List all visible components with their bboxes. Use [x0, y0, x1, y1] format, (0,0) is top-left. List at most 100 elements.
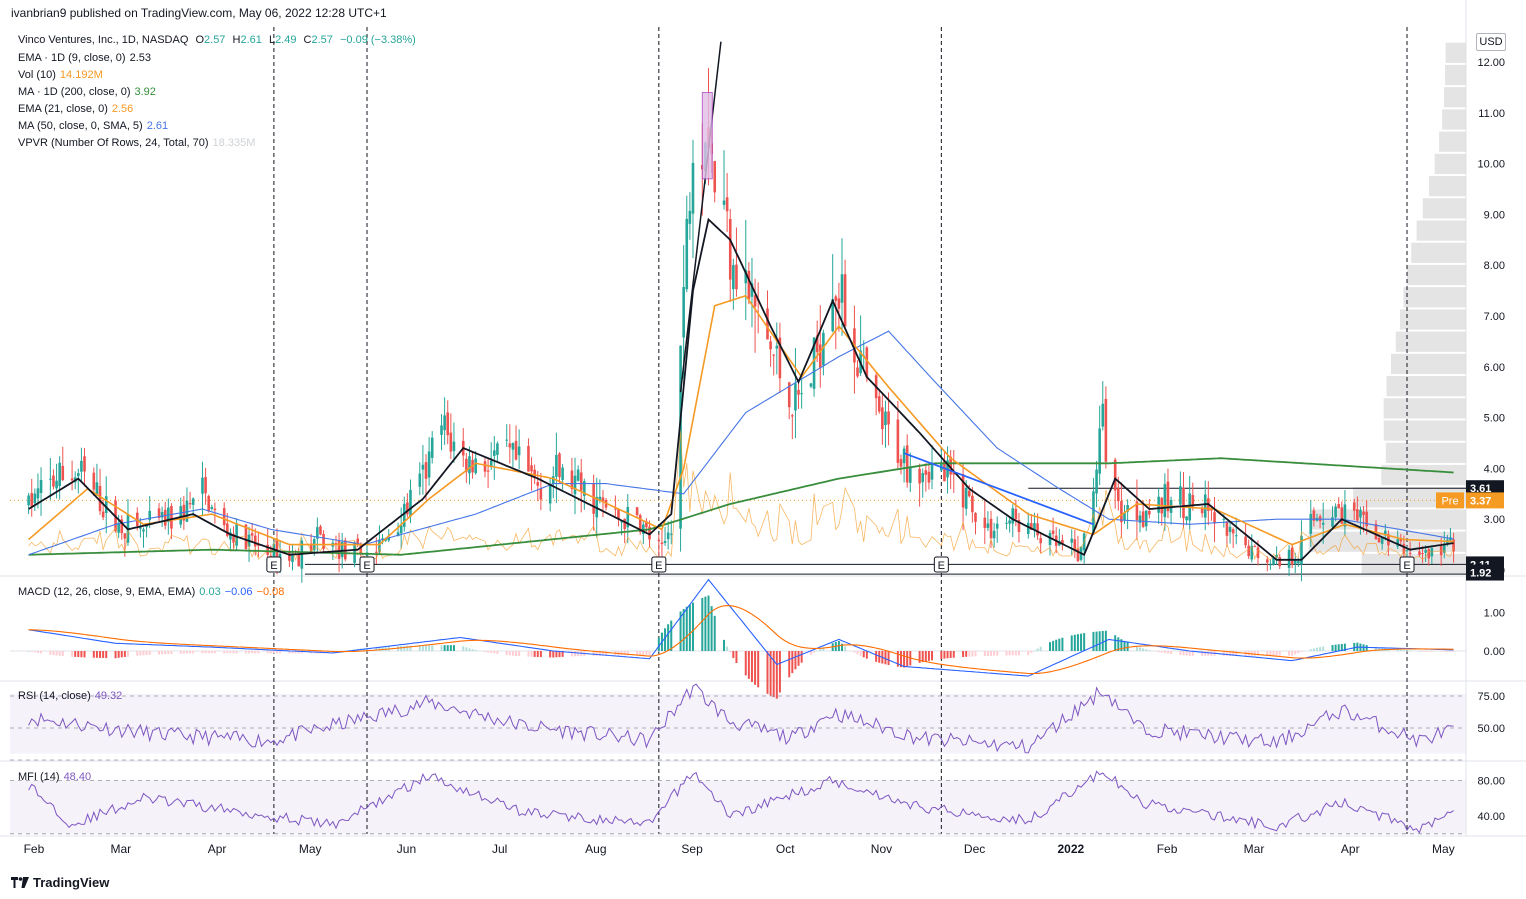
macd-hist-bar: [1166, 651, 1169, 654]
candle-body: [1383, 530, 1387, 535]
macd-hist-bar: [878, 651, 881, 663]
macd-hist-bar: [884, 651, 887, 665]
candle-body: [1256, 547, 1260, 558]
candle-body: [961, 474, 965, 508]
macd-hist-bar: [841, 643, 843, 651]
candle-body: [98, 485, 102, 512]
candle-body: [1300, 535, 1303, 565]
earnings-badge-label: E: [655, 560, 662, 572]
macd-hist-bar: [1272, 651, 1275, 656]
macd-hist-bar: [74, 651, 77, 657]
macd-hist-bar: [713, 615, 716, 651]
legend-vol-label: Vol (10): [18, 69, 56, 81]
macd-hist-bar: [552, 651, 555, 658]
macd-hist-bar: [1396, 649, 1399, 651]
candle-body: [1113, 459, 1117, 491]
candle-body: [449, 432, 453, 452]
candle-body: [669, 533, 673, 535]
macd-hist-bar: [750, 651, 753, 682]
macd-hist-bar: [452, 645, 455, 651]
macd-hist-bar: [1083, 633, 1086, 651]
macd-hist-bar: [819, 648, 822, 651]
macd-hist-bar: [1076, 634, 1079, 651]
macd-hist-bar: [626, 651, 629, 656]
candle-body: [626, 506, 630, 528]
macd-hist-bar: [1440, 651, 1443, 652]
ema9-line: [28, 217, 1454, 561]
candle-body: [818, 344, 822, 368]
macd-hist-bar: [1278, 651, 1281, 656]
macd-hist-bar: [508, 651, 511, 656]
candle-body: [548, 484, 552, 504]
time-axis-label: 2022: [1057, 842, 1084, 856]
macd-hist-bar: [229, 651, 232, 654]
candle-body: [887, 411, 890, 425]
candle-body: [170, 506, 173, 529]
time-axis-label: Dec: [964, 842, 985, 856]
candle-body: [517, 446, 521, 456]
candle-body: [983, 517, 987, 528]
candle-body: [191, 498, 195, 505]
candle-body: [1135, 501, 1139, 521]
candle-body: [1048, 533, 1052, 546]
candle-body: [1182, 487, 1185, 519]
currency-button[interactable]: USD: [1476, 33, 1506, 51]
legend-close-label: C: [303, 34, 312, 46]
macd-hist-bar: [906, 651, 909, 667]
time-axis-label: Sep: [681, 842, 703, 856]
macd-hist-bar: [95, 651, 98, 658]
macd-hist-bar: [33, 651, 36, 653]
macd-hist-bar: [425, 645, 427, 651]
candle-body: [1293, 560, 1297, 565]
macd-hist-bar: [924, 651, 927, 662]
macd-hist-bar: [1170, 651, 1173, 655]
macd-hist-bar: [381, 646, 384, 651]
candle-body: [1101, 403, 1105, 427]
candle-body: [465, 458, 468, 472]
macd-hist-bar: [996, 651, 999, 656]
candle-body: [648, 526, 651, 540]
macd-hist-bar: [1061, 637, 1064, 651]
candle-body: [971, 495, 974, 513]
macd-hist-bar: [123, 651, 126, 657]
macd-hist-bar: [269, 651, 272, 654]
candle-body: [61, 465, 65, 481]
legend-vpvr-row: VPVR (Number Of Rows, 24, Total, 70) 18.3…: [18, 137, 259, 149]
legend-ma50-row: MA (50, close, 0, SMA, 5) 2.61: [18, 120, 172, 132]
candle-body: [55, 480, 58, 489]
macd-line: [28, 578, 1454, 677]
candle-body: [791, 415, 794, 417]
macd-hist-bar: [558, 651, 561, 658]
rsi-line: [28, 683, 1454, 754]
macd-hist-bar: [192, 651, 195, 654]
candle-body: [483, 461, 487, 472]
macd-hist-bar: [1033, 650, 1036, 652]
vpvr-row: [1416, 220, 1466, 241]
macd-hist-bar: [1443, 651, 1446, 652]
mfi-axis-label: 80.00: [1477, 775, 1505, 787]
macd-hist-bar: [1334, 644, 1337, 651]
macd-hist-bar: [61, 651, 64, 657]
vpvr-row: [1391, 353, 1466, 375]
time-axis-label: Apr: [1341, 842, 1360, 856]
price-axis-label: 3.00: [1484, 514, 1505, 526]
candle-body: [486, 470, 490, 472]
candle-body: [1356, 509, 1359, 521]
macd-hist-bar: [1269, 651, 1272, 656]
candle-body: [769, 341, 772, 350]
candle-body: [530, 465, 533, 472]
price-axis-label: 4.00: [1484, 463, 1505, 475]
macd-hist-bar: [813, 651, 816, 653]
macd-hist-bar: [40, 651, 43, 654]
mfi-line: [28, 770, 1454, 834]
macd-hist-bar: [533, 651, 536, 657]
candle-body: [452, 441, 456, 452]
macd-hist-bar: [1073, 634, 1076, 651]
macd-hist-bar: [80, 651, 83, 658]
macd-hist-bar: [114, 651, 117, 659]
macd-hist-bar: [549, 651, 552, 658]
candle-body: [713, 161, 717, 193]
macd-hist-bar: [226, 651, 229, 654]
candle-body: [1321, 522, 1325, 525]
